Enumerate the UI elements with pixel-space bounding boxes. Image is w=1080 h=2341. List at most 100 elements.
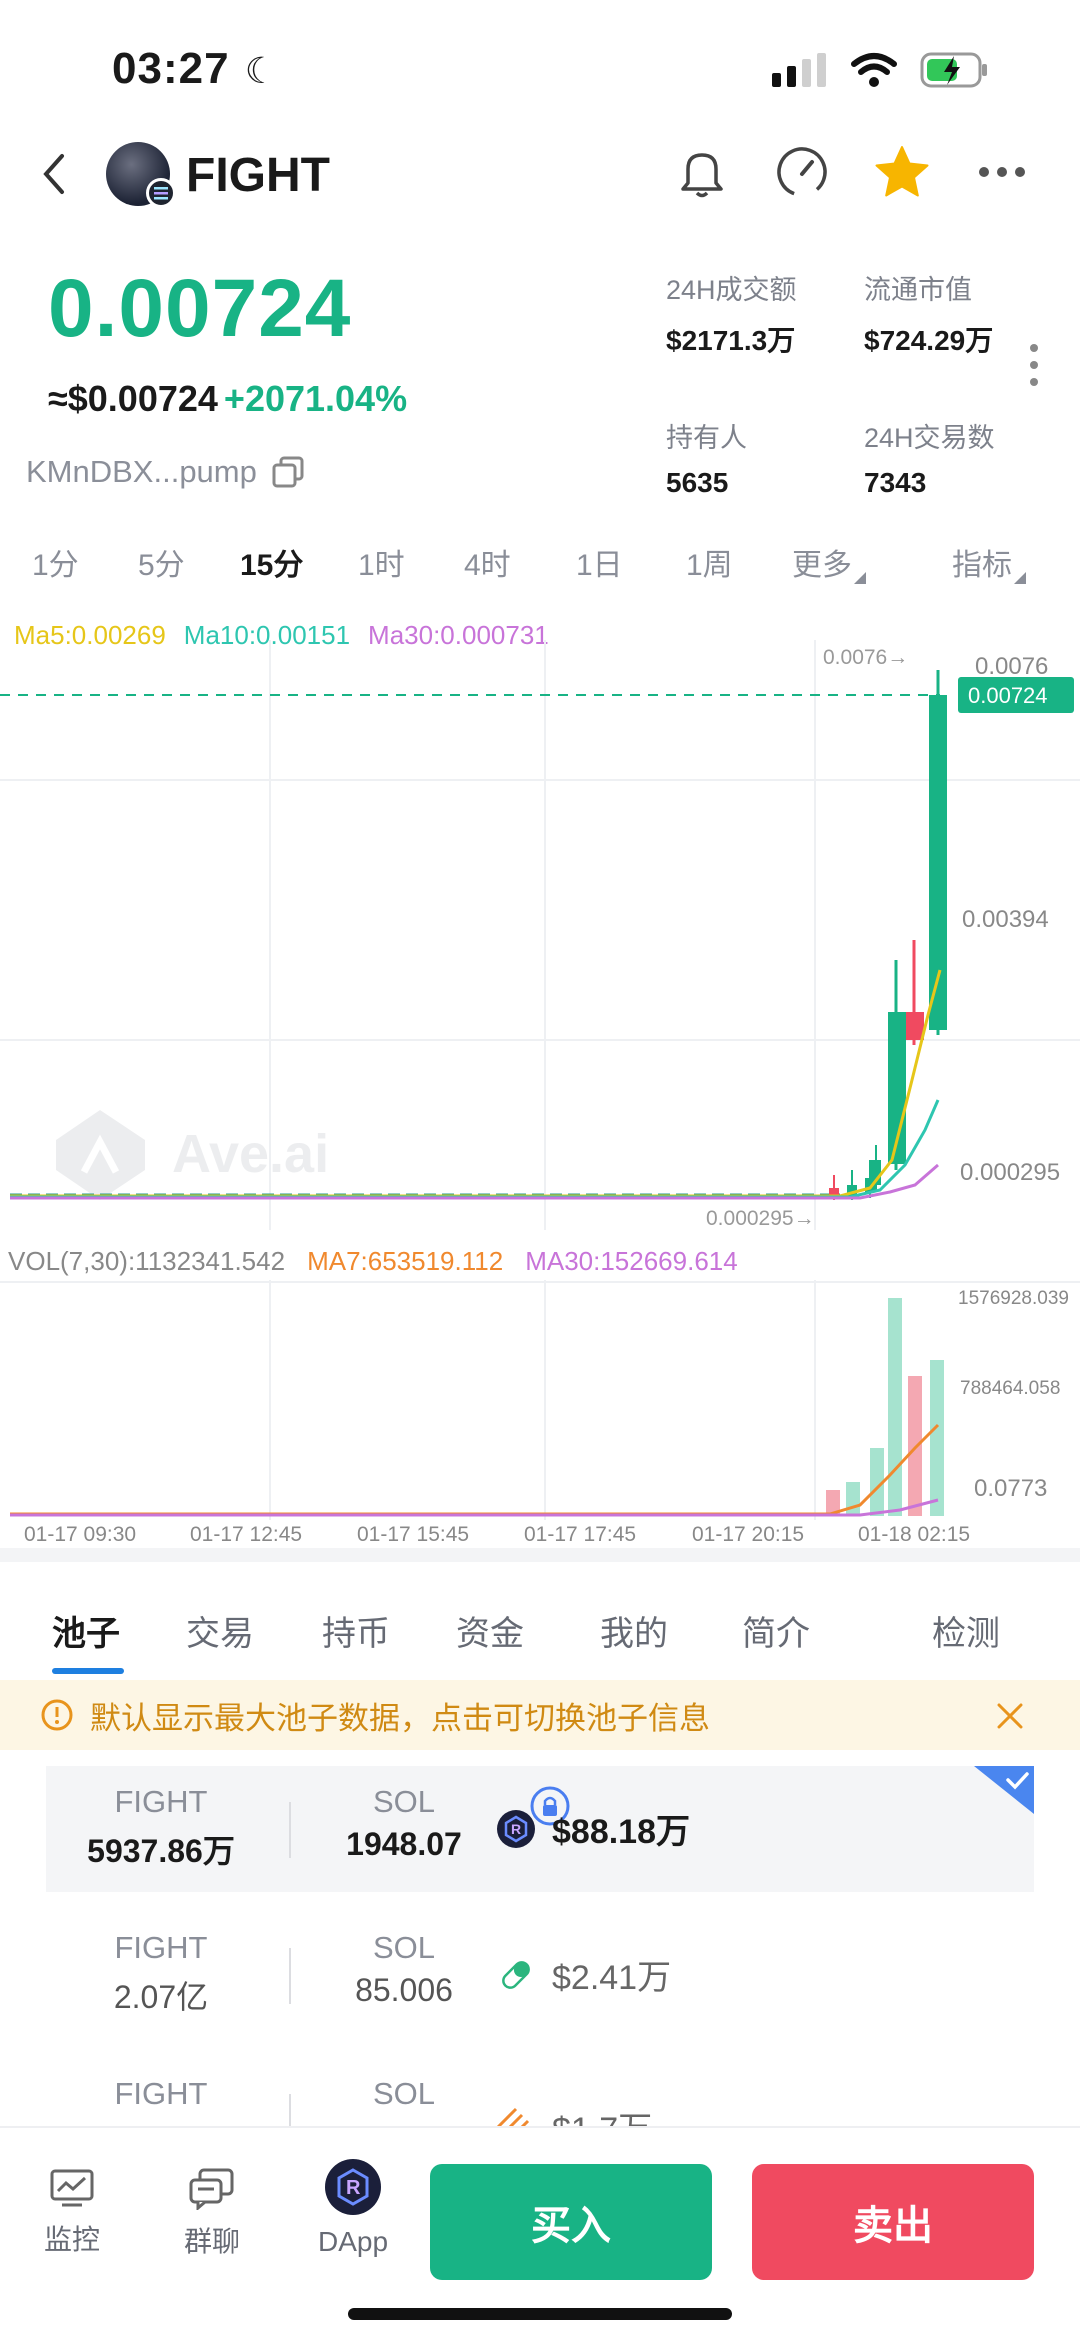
battery-charging-icon [920,52,987,88]
tab-holders[interactable]: 持币 [322,1615,390,1653]
timeframe-1d[interactable]: 1日 [576,549,623,582]
copy-icon[interactable] [271,455,305,489]
tab-mine[interactable]: 我的 [600,1615,668,1653]
dropdown-corner-icon [1014,572,1026,584]
pool-token-a-name: FIGHT [114,2076,208,2111]
ma30-value: Ma30:0.000731 [368,620,549,650]
stat-holders: 持有人 5635 [666,416,747,499]
pool-token-b-name: SOL [372,1784,436,1819]
more-menu-button[interactable] [972,142,1032,202]
moon-icon: ☾ [244,50,279,91]
pool-row[interactable]: FIGHT SOL $1.7万 [46,2058,1034,2126]
lock-icon [530,1786,570,1826]
vol-axis-low: 0.0773 [974,1475,1047,1502]
usd-price-line: ≈$0.00724 +2071.04% [48,378,407,420]
timeframe-15m[interactable]: 15分 [240,549,304,582]
pool-token-b: SOL [304,2076,504,2112]
volume-chart[interactable]: 1576928.039 788464.058 0.0773 01-17 09:3… [0,1280,1080,1548]
x-axis-tick: 01-17 20:15 [692,1523,804,1546]
timeframe-4h[interactable]: 4时 [464,549,511,582]
pool-tvl-value: $1.7万 [552,2102,652,2126]
pool-token-a: FIGHT [46,2076,276,2112]
nav-group-chat-label: 群聊 [184,2226,241,2257]
wifi-icon [851,53,897,87]
price-chart[interactable]: Ave.ai 0.0076→ 0.0076 0.00724 0.00394 0.… [0,640,1080,1240]
pool-row[interactable]: FIGHT 2.07亿 SOL 85.006 $2.41万 [46,1912,1034,2038]
pool-divider [289,1948,291,2004]
usd-price: ≈$0.00724 [48,378,218,419]
timeframe-1w[interactable]: 1周 [686,549,733,582]
close-icon[interactable] [996,1702,1024,1730]
y-axis-low-label: 0.000295 [960,1159,1060,1186]
timeframe-5m[interactable]: 5分 [138,549,185,582]
bell-icon [681,153,723,198]
speed-gauge-button[interactable] [772,142,832,202]
stat-label: 24H成交额 [666,275,797,305]
ma5-value: Ma5:0.00269 [14,620,166,650]
x-axis-tick: 01-17 09:30 [24,1523,136,1546]
contract-address[interactable]: KMnDBX...pump [26,454,305,490]
stats-more-button[interactable] [1030,344,1038,386]
x-axis-tick: 01-18 02:15 [858,1523,970,1546]
pool-token-b-amount: 85.006 [355,1972,453,2008]
nav-dapp[interactable]: R DApp [318,2158,388,2258]
pool-token-a-amount: 5937.86万 [87,1833,235,1869]
svg-text:R: R [346,2177,361,2199]
chat-bubbles-icon [189,2168,234,2210]
price-change-percent: +2071.04% [223,378,408,419]
raydium-dex-icon: R [497,1809,535,1848]
pool-token-a-name: FIGHT [114,1930,208,1965]
selected-check-icon [974,1766,1034,1814]
sell-button[interactable]: 卖出 [752,2164,1034,2280]
y-axis-mid-label: 0.00394 [962,906,1049,933]
nav-group-chat[interactable]: 群聊 [184,2168,240,2260]
token-title: FIGHT [186,149,330,202]
ave-logo-watermark: Ave.ai [56,1110,329,1200]
timeframe-1h[interactable]: 1时 [358,549,405,582]
vol-value: VOL(7,30):1132341.542 [8,1246,286,1276]
pool-token-a: FIGHT 2.07亿 [46,1930,276,2018]
timeframe-1m[interactable]: 1分 [32,549,79,582]
contract-address-text: KMnDBX...pump [26,454,257,489]
vol-axis-mid: 788464.058 [960,1378,1060,1399]
pool-notice-banner[interactable]: 默认显示最大池子数据，点击可切换池子信息 [0,1680,1080,1750]
nav-monitor[interactable]: 监控 [44,2168,100,2258]
vol-axis-top: 1576928.039 [958,1288,1069,1309]
timeframe-more-dropdown[interactable]: 更多 [792,540,866,584]
pool-row[interactable]: FIGHT 5937.86万 SOL 1948.07 R $88.18万 [46,1766,1034,1892]
indicator-label: 指标 [952,549,1012,582]
volume-legend: VOL(7,30):1132341.542 MA7:653519.112 MA3… [8,1246,738,1277]
star-icon [875,146,929,197]
more-horizontal-icon [979,167,1025,177]
tab-detection[interactable]: 检测 [932,1615,1000,1653]
gauge-icon [777,147,827,197]
pool-token-b: SOL 85.006 [304,1930,504,2009]
indicator-dropdown[interactable]: 指标 [952,540,1026,584]
tab-intro[interactable]: 简介 [742,1615,810,1653]
back-button[interactable] [36,150,72,203]
notice-text: 默认显示最大池子数据，点击可切换池子信息 [90,1700,710,1736]
tab-trades[interactable]: 交易 [186,1615,254,1653]
pool-token-a: FIGHT 5937.86万 [46,1784,276,1872]
tab-pools[interactable]: 池子 [52,1615,120,1653]
cellular-signal-icon [772,53,826,87]
vol-ma30-value: MA30:152669.614 [525,1246,738,1276]
striped-dex-icon [496,2107,530,2126]
tab-funds[interactable]: 资金 [456,1615,524,1653]
vol-ma7-value: MA7:653519.112 [307,1246,504,1276]
current-price: 0.00724 [48,263,352,354]
chevron-left-icon [43,154,64,194]
stat-label: 24H交易数 [864,423,995,453]
pool-token-b-amount: 1948.07 [346,1826,462,1862]
x-axis-tick: 01-17 15:45 [357,1523,469,1546]
stat-label: 持有人 [666,423,747,453]
buy-button[interactable]: 买入 [430,2164,712,2280]
alert-bell-button[interactable] [672,142,732,202]
high-marker-label: 0.0076→ [823,646,908,669]
dropdown-corner-icon [854,572,866,584]
y-axis-top-label: 0.0076 [975,653,1048,680]
stat-24h-trades: 24H交易数 7343 [864,416,995,499]
status-icons [772,52,990,88]
favorite-button[interactable] [872,142,932,202]
x-axis-tick: 01-17 17:45 [524,1523,636,1546]
